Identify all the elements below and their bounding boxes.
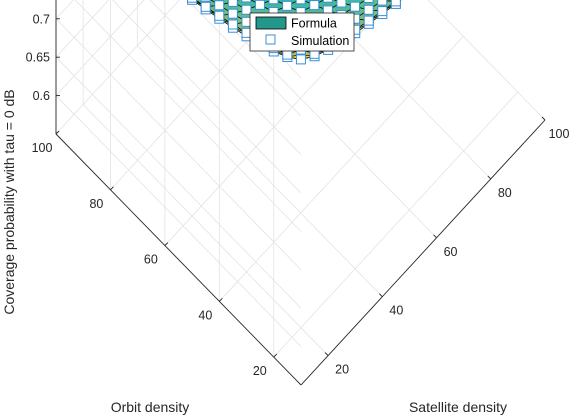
- simulation-marker: [282, 0, 293, 11]
- z-tick-label: 0.6: [33, 89, 50, 103]
- simulation-marker: [377, 6, 388, 17]
- simulation-marker: [241, 16, 252, 27]
- x-tick-label: 40: [389, 304, 403, 318]
- y-axis-line: [55, 133, 302, 386]
- simulation-marker: [241, 4, 252, 15]
- legend-formula-swatch: [255, 16, 287, 30]
- x-tick-label: 100: [549, 127, 570, 141]
- y-tick-label: 100: [32, 141, 53, 155]
- x-tick: [541, 116, 546, 121]
- z-tick-label: 0.7: [33, 12, 50, 26]
- y-tick-label: 20: [253, 364, 267, 378]
- axis-layer: 20406080100204060801000.60.650.70.750.80…: [26, 0, 570, 386]
- z-axis-label: Coverage probability with tau = 0 dB: [1, 89, 17, 314]
- x-axis-line: [300, 119, 546, 386]
- x-tick-label: 20: [335, 363, 349, 377]
- simulation-marker: [227, 8, 238, 19]
- y-axis-label: Orbit density: [111, 399, 190, 415]
- y-tick-label: 80: [89, 197, 103, 211]
- simulation-marker: [214, 10, 225, 21]
- x-tick: [487, 175, 492, 180]
- simulation-marker: [336, 0, 347, 8]
- simulation-marker: [227, 19, 238, 30]
- grid-layer: [55, 0, 546, 385]
- legend-simulation-label: Simulation: [291, 34, 349, 48]
- legend-formula-label: Formula: [291, 17, 337, 31]
- y-tick: [219, 298, 223, 302]
- x-tick: [379, 293, 383, 297]
- x-tick-label: 60: [444, 245, 458, 259]
- back-wall-left: [56, 0, 301, 385]
- simulation-marker: [241, 0, 252, 3]
- y-tick-label: 60: [144, 253, 158, 267]
- z-tick-label: 0.65: [26, 51, 50, 65]
- legend-simulation-marker: [265, 34, 276, 45]
- simulation-marker: [295, 54, 306, 65]
- simulation-marker: [390, 0, 401, 7]
- simulation-marker: [377, 0, 388, 6]
- simulation-marker: [268, 0, 279, 5]
- simulation-marker: [200, 1, 211, 12]
- simulation-marker: [295, 0, 306, 5]
- simulation-marker: [363, 15, 374, 26]
- simulation-marker: [254, 0, 265, 10]
- simulation-marker: [363, 0, 374, 3]
- y-tick: [273, 353, 278, 358]
- simulation-marker: [282, 49, 293, 60]
- simulation-marker: [309, 0, 320, 11]
- simulation-marker: [200, 0, 211, 2]
- simulation-marker: [187, 0, 198, 3]
- x-tick-label: 80: [498, 186, 512, 200]
- x-tick: [324, 352, 329, 356]
- simulation-marker: [227, 0, 238, 7]
- simulation-marker: [322, 0, 333, 3]
- x-tick: [433, 234, 437, 239]
- y-tick: [164, 242, 169, 246]
- y-tick: [55, 130, 60, 135]
- x-axis-label: Satellite density: [409, 399, 507, 415]
- simulation-marker: [363, 4, 374, 15]
- legend: Formula Simulation: [249, 12, 355, 52]
- simulation-marker: [214, 0, 225, 11]
- y-tick: [110, 186, 114, 191]
- simulation-marker: [350, 1, 361, 12]
- y-tick-label: 40: [198, 308, 212, 322]
